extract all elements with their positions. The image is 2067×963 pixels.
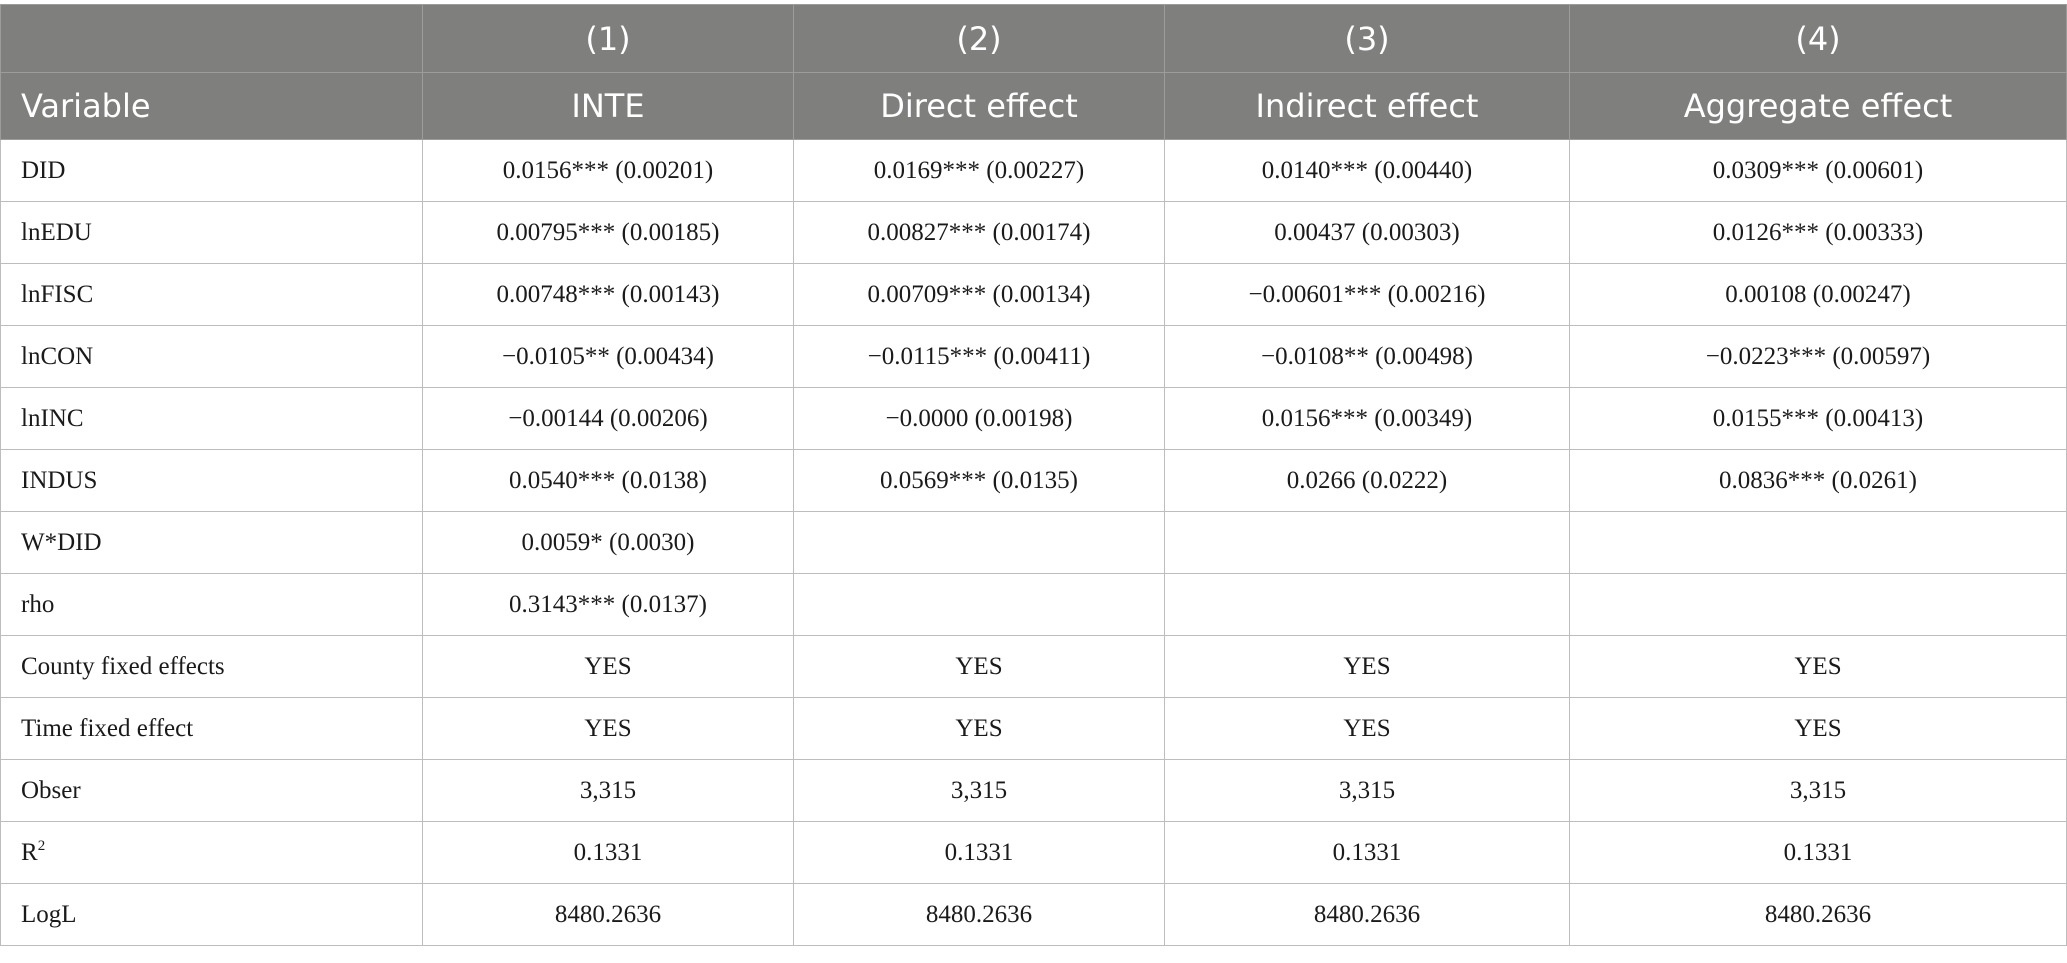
value-cell: 0.0059* (0.0030) (422, 511, 794, 574)
table-body: DID 0.0156*** (0.00201) 0.0169*** (0.002… (0, 139, 2067, 946)
value-cell (793, 511, 1165, 574)
value-cell (1569, 573, 2067, 636)
value-cell: 0.0156*** (0.00201) (422, 139, 794, 202)
value-cell: 0.0155*** (0.00413) (1569, 387, 2067, 450)
variable-cell: DID (0, 139, 423, 202)
table-row: lnEDU 0.00795*** (0.00185) 0.00827*** (0… (0, 201, 2067, 264)
table-row: lnINC −0.00144 (0.00206) −0.0000 (0.0019… (0, 387, 2067, 450)
superscript: 2 (37, 838, 46, 854)
value-cell (1569, 511, 2067, 574)
value-cell: 0.00748*** (0.00143) (422, 263, 794, 326)
value-cell: YES (1569, 635, 2067, 698)
value-cell: 0.0156*** (0.00349) (1164, 387, 1570, 450)
variable-cell: rho (0, 573, 423, 636)
value-cell: 0.0836*** (0.0261) (1569, 449, 2067, 512)
table-row: rho 0.3143*** (0.0137) (0, 573, 2067, 636)
value-cell: −0.0105** (0.00434) (422, 325, 794, 388)
header-row-labels: Variable INTE Direct effect Indirect eff… (0, 72, 2067, 140)
value-cell: YES (1164, 635, 1570, 698)
value-cell: 0.1331 (1569, 821, 2067, 884)
variable-cell: lnEDU (0, 201, 423, 264)
value-cell: 0.0309*** (0.00601) (1569, 139, 2067, 202)
value-cell: 0.00108 (0.00247) (1569, 263, 2067, 326)
value-cell: 3,315 (1164, 759, 1570, 822)
value-cell: 0.0266 (0.0222) (1164, 449, 1570, 512)
table-row: INDUS 0.0540*** (0.0138) 0.0569*** (0.01… (0, 449, 2067, 512)
value-cell: 0.00709*** (0.00134) (793, 263, 1165, 326)
header-label-cell: INTE (422, 72, 794, 140)
header-label-cell: Direct effect (793, 72, 1165, 140)
variable-cell: Time fixed effect (0, 697, 423, 760)
value-cell (1164, 573, 1570, 636)
variable-cell: County fixed effects (0, 635, 423, 698)
value-cell: −0.0108** (0.00498) (1164, 325, 1570, 388)
variable-cell: W*DID (0, 511, 423, 574)
value-cell: −0.0115*** (0.00411) (793, 325, 1165, 388)
value-cell: 3,315 (422, 759, 794, 822)
value-cell: 8480.2636 (793, 883, 1165, 946)
value-cell: 8480.2636 (1164, 883, 1570, 946)
value-cell: −0.00144 (0.00206) (422, 387, 794, 450)
table-row: County fixed effects YES YES YES YES (0, 635, 2067, 698)
table-row: lnFISC 0.00748*** (0.00143) 0.00709*** (… (0, 263, 2067, 326)
value-cell: YES (422, 635, 794, 698)
variable-cell: lnFISC (0, 263, 423, 326)
value-cell: −0.00601*** (0.00216) (1164, 263, 1570, 326)
header-number-cell: (1) (422, 4, 794, 73)
table-row: DID 0.0156*** (0.00201) 0.0169*** (0.002… (0, 139, 2067, 202)
table-row: Obser 3,315 3,315 3,315 3,315 (0, 759, 2067, 822)
header-number-cell (0, 4, 423, 73)
value-cell: −0.0223*** (0.00597) (1569, 325, 2067, 388)
header-label-cell: Variable (0, 72, 423, 140)
header-number-cell: (4) (1569, 4, 2067, 73)
variable-cell: lnCON (0, 325, 423, 388)
value-cell: 8480.2636 (422, 883, 794, 946)
value-cell: 0.0140*** (0.00440) (1164, 139, 1570, 202)
value-cell: 0.00827*** (0.00174) (793, 201, 1165, 264)
table-row: lnCON −0.0105** (0.00434) −0.0115*** (0.… (0, 325, 2067, 388)
value-cell: 0.0540*** (0.0138) (422, 449, 794, 512)
value-cell: 0.1331 (1164, 821, 1570, 884)
value-cell: YES (793, 635, 1165, 698)
header-label-cell: Indirect effect (1164, 72, 1570, 140)
table-row: R2 0.1331 0.1331 0.1331 0.1331 (0, 821, 2067, 884)
header-label-cell: Aggregate effect (1569, 72, 2067, 140)
value-cell: 3,315 (793, 759, 1165, 822)
value-cell: 0.1331 (422, 821, 794, 884)
value-cell: YES (422, 697, 794, 760)
table-row: LogL 8480.2636 8480.2636 8480.2636 8480.… (0, 883, 2067, 946)
value-cell: 0.0126*** (0.00333) (1569, 201, 2067, 264)
header-row-numbers: (1) (2) (3) (4) (0, 4, 2067, 73)
value-cell: 3,315 (1569, 759, 2067, 822)
table-row: W*DID 0.0059* (0.0030) (0, 511, 2067, 574)
value-cell: 0.00795*** (0.00185) (422, 201, 794, 264)
variable-cell: INDUS (0, 449, 423, 512)
variable-label: R (21, 839, 38, 866)
value-cell: 0.00437 (0.00303) (1164, 201, 1570, 264)
header-number-cell: (3) (1164, 4, 1570, 73)
variable-cell: Obser (0, 759, 423, 822)
value-cell: 0.0169*** (0.00227) (793, 139, 1165, 202)
variable-cell: LogL (0, 883, 423, 946)
value-cell: 0.3143*** (0.0137) (422, 573, 794, 636)
value-cell: YES (1164, 697, 1570, 760)
value-cell: −0.0000 (0.00198) (793, 387, 1165, 450)
value-cell (793, 573, 1165, 636)
value-cell: 8480.2636 (1569, 883, 2067, 946)
value-cell: 0.0569*** (0.0135) (793, 449, 1165, 512)
variable-cell: R2 (0, 821, 423, 884)
variable-cell: lnINC (0, 387, 423, 450)
value-cell (1164, 511, 1570, 574)
table-row: Time fixed effect YES YES YES YES (0, 697, 2067, 760)
header-number-cell: (2) (793, 4, 1165, 73)
regression-table: (1) (2) (3) (4) Variable INTE Direct eff… (0, 4, 2067, 946)
value-cell: YES (1569, 697, 2067, 760)
value-cell: YES (793, 697, 1165, 760)
table-header: (1) (2) (3) (4) Variable INTE Direct eff… (0, 4, 2067, 140)
value-cell: 0.1331 (793, 821, 1165, 884)
